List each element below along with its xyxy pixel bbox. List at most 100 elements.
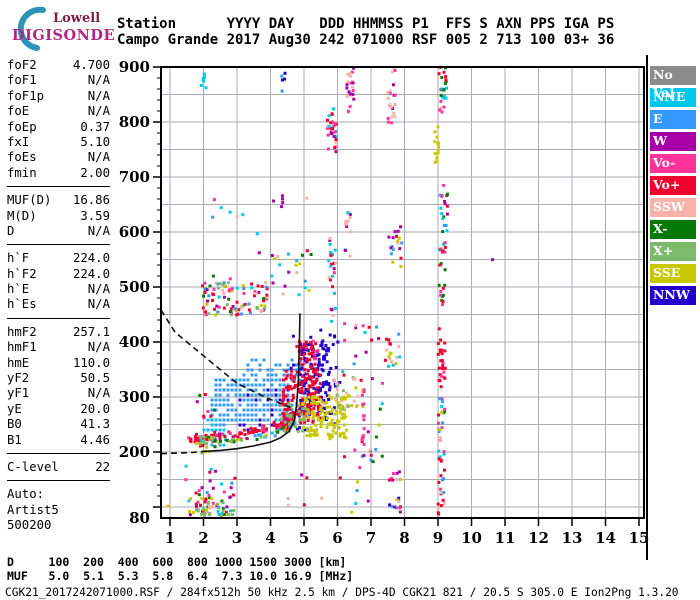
- cluster-rfi-9.1-gap: [438, 99, 446, 114]
- svg-text:600: 600: [119, 223, 150, 241]
- cluster-rfi-9.1-foot: [436, 504, 444, 516]
- param-value: N/A: [87, 297, 110, 312]
- param-h-F: h`F 224.0: [7, 251, 110, 266]
- param-value: 5.10: [80, 134, 110, 149]
- svg-text:4: 4: [265, 529, 275, 547]
- param-foE: foE N/A: [7, 104, 110, 119]
- cluster-rfi-5.8-upper: [326, 107, 338, 154]
- cluster-rfi-9.1-mixed-low: [437, 397, 447, 433]
- svg-text:2: 2: [198, 529, 208, 547]
- cluster-blue-dots-top: [280, 71, 287, 93]
- param-label: foF1: [7, 73, 37, 88]
- param-label: hmF1: [7, 340, 37, 355]
- param-label: foF1p: [7, 88, 45, 103]
- param-value: 3.59: [80, 208, 110, 223]
- param-value: N/A: [87, 73, 110, 88]
- param-yF1: yF1 N/A: [7, 386, 110, 401]
- cluster-rfi-5.8-mid: [327, 237, 338, 323]
- param-label: M(D): [7, 208, 37, 223]
- param-value: N/A: [87, 340, 110, 355]
- param-value: 22: [95, 459, 110, 474]
- param-yF2: yF2 50.5: [7, 371, 110, 386]
- param-label: yF1: [7, 386, 30, 401]
- param-B0: B0 41.3: [7, 417, 110, 432]
- param-value: 50.5: [80, 371, 110, 386]
- cluster-rfi-9.1-600s: [438, 183, 449, 234]
- param-fxI: fxI 5.10: [7, 135, 110, 150]
- svg-text:7: 7: [366, 529, 376, 547]
- cluster-rfi-9.1-bottom: [436, 435, 446, 506]
- d-muf-table: D 100 200 400 600 800 1000 1500 3000 [km…: [7, 555, 353, 583]
- cluster-right-fringe: [340, 322, 384, 470]
- cluster-rfi-9.1-500s: [438, 241, 447, 272]
- param-value: N/A: [87, 150, 110, 165]
- svg-text:14: 14: [595, 529, 616, 547]
- param-Auto-: Auto:: [7, 487, 110, 502]
- param-value: N/A: [87, 104, 110, 119]
- cluster-cluster-7.7-purple: [387, 225, 404, 268]
- cluster-bottom-mid-sparse: [286, 473, 370, 514]
- cluster-cluster-7.6-350: [383, 332, 402, 368]
- param-divider: [7, 480, 110, 482]
- svg-text:11: 11: [495, 529, 516, 547]
- param-value: 20.0: [80, 401, 110, 416]
- param-C-level: C-level 22: [7, 460, 110, 475]
- param-value: 110.0: [72, 355, 110, 370]
- param-value: 0.37: [80, 119, 110, 134]
- cluster-left-sparse: [195, 393, 216, 420]
- param-divider: [7, 317, 110, 319]
- echo-direction-legend: No ValNNE EW Vo- Vo+ SSW X- X+ SSE NNW: [650, 66, 696, 308]
- cluster-es-sparse-above: [184, 464, 237, 495]
- svg-text:6: 6: [332, 529, 342, 547]
- param-label: foEp: [7, 119, 37, 134]
- param-value: 41.3: [80, 417, 110, 432]
- svg-text:12: 12: [528, 529, 549, 547]
- file-info-row: CGK21_2017242071000.RSF / 284fx512h 50 k…: [5, 586, 679, 599]
- param-fmin: fmin 2.00: [7, 166, 110, 181]
- param-value: N/A: [87, 282, 110, 297]
- profile-curves: [160, 309, 301, 455]
- parameter-panel: foF2 4.700 foF1 N/A foF1p N/A foE N/A foEp 0.37 fx…: [7, 58, 110, 534]
- svg-text:80: 80: [129, 509, 150, 527]
- param-label: h`F2: [7, 266, 37, 281]
- param-label: B1: [7, 432, 22, 447]
- svg-text:8: 8: [399, 529, 409, 547]
- param-value: N/A: [87, 88, 110, 103]
- cluster-pink-line-6.75: [360, 390, 366, 446]
- cluster-rfi-9.1-midlow: [436, 327, 447, 389]
- svg-text:5: 5: [299, 529, 309, 547]
- param-h-E: h`E N/A: [7, 282, 110, 297]
- cluster-rfi-7.6-top: [386, 66, 397, 125]
- legend-item-E: E: [650, 110, 696, 129]
- param-value: 224.0: [72, 251, 110, 266]
- param-label: foEs: [7, 150, 37, 165]
- param-divider: [7, 452, 110, 454]
- param-label: yE: [7, 401, 22, 416]
- param-label: B0: [7, 417, 22, 432]
- cluster-secondhop-dense: [201, 281, 269, 317]
- param-h-Es: h`Es N/A: [7, 297, 110, 312]
- legend-item-Vo+: Vo+: [650, 176, 696, 195]
- cluster-cloud-yellow: [301, 394, 349, 441]
- param-label: 500200: [7, 518, 52, 533]
- param-MUF-D-: MUF(D) 16.86: [7, 193, 110, 208]
- legend-separator: [646, 55, 648, 560]
- cluster-rfi-6.4-top: [345, 66, 356, 114]
- svg-text:900: 900: [119, 58, 150, 76]
- legend-item-SSE: SSE: [650, 264, 696, 283]
- legend-item-X-: X-: [650, 220, 696, 239]
- svg-text:13: 13: [562, 529, 583, 547]
- svg-text:15: 15: [629, 529, 650, 547]
- param-label: C-level: [7, 459, 59, 474]
- param-value: N/A: [87, 386, 110, 401]
- cluster-magenta-col-4.3: [280, 194, 285, 209]
- cluster-rfi-6.3-salmon: [343, 211, 353, 258]
- param-hmF2: hmF2 257.1: [7, 325, 110, 340]
- cluster-secondhop-trail: [270, 249, 313, 297]
- param-label: h`F: [7, 251, 30, 266]
- cluster-dot-axis-1: [166, 504, 170, 508]
- cluster-cyan-strip-2mhz: [199, 72, 208, 90]
- param-label: Artist5: [7, 502, 59, 517]
